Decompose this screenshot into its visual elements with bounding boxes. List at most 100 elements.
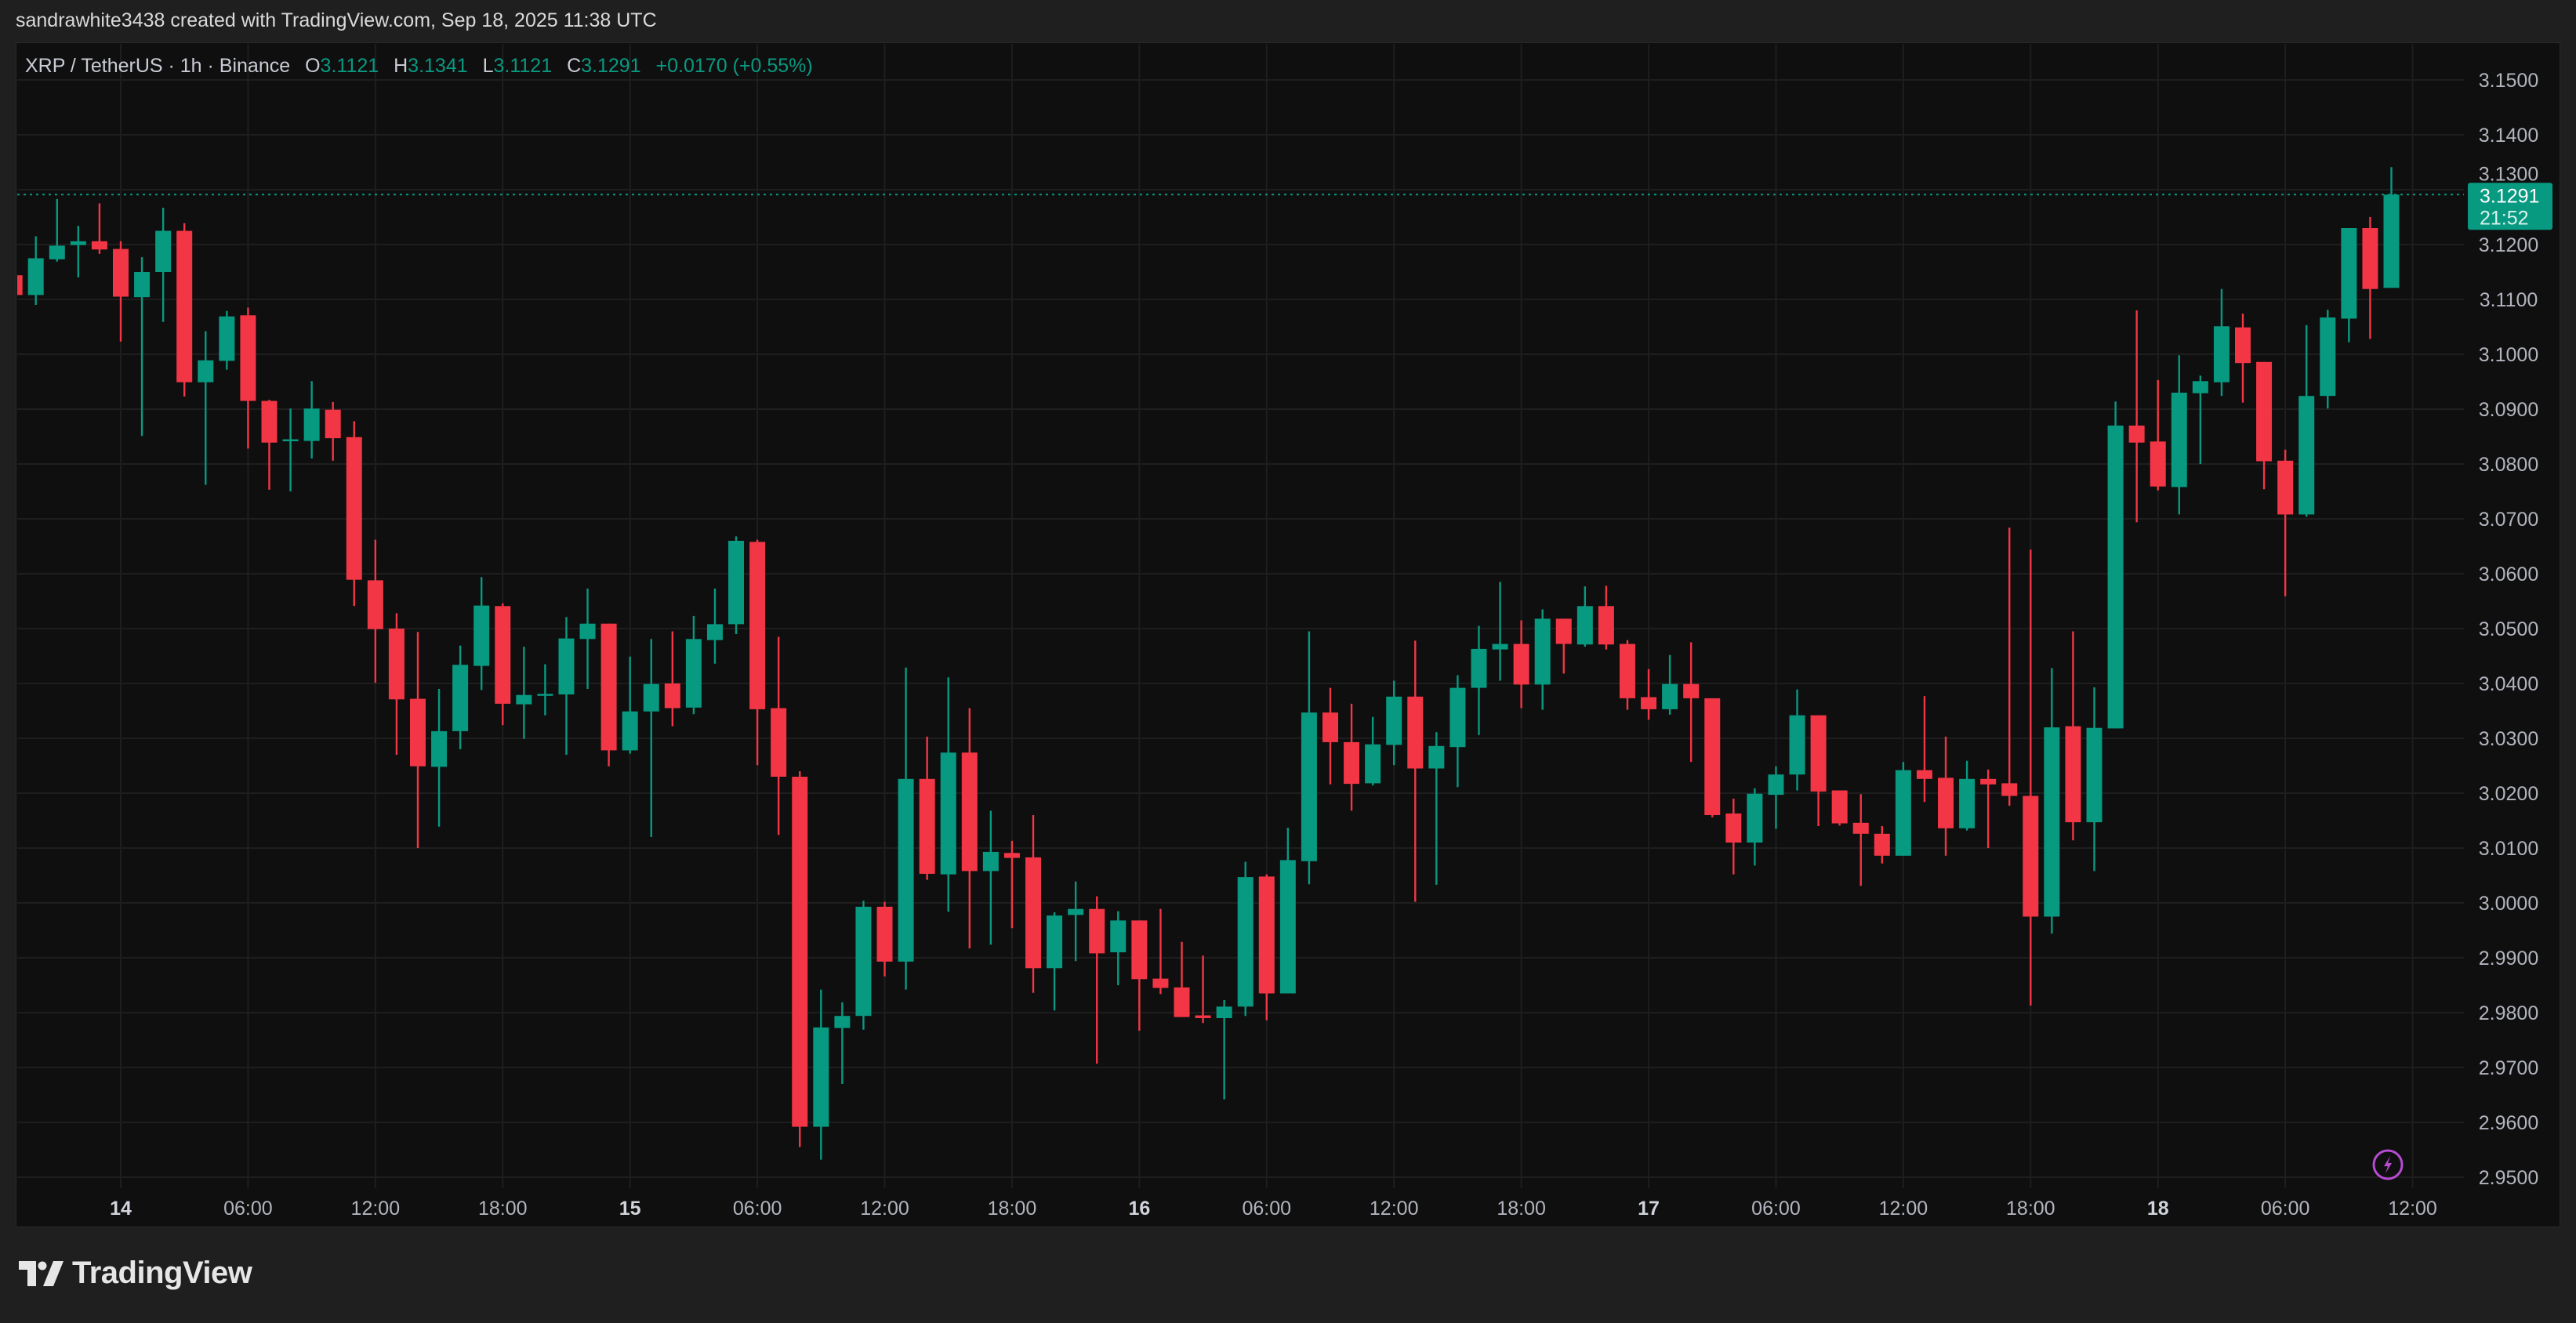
candle-body <box>2171 393 2187 488</box>
candle-body <box>1598 606 1614 645</box>
candle-body <box>2044 727 2060 917</box>
candle-up <box>282 408 299 491</box>
time-tick-label: 12:00 <box>1879 1198 1928 1220</box>
candle-body <box>198 360 214 382</box>
candle-body <box>1003 853 1020 858</box>
candle-body <box>1895 770 1911 856</box>
candle-body <box>1704 698 1721 815</box>
candle-up <box>1492 582 1508 681</box>
candle-down <box>1195 955 1211 1024</box>
time-axis[interactable]: 14 06:00 12:00 18:00 15 06:00 12:00 18:00 16 06:0… <box>110 1198 2437 1220</box>
candle-body <box>2235 327 2251 364</box>
candle-body <box>1237 877 1254 1007</box>
candle-body <box>1492 643 1508 650</box>
candle-body <box>2150 441 2166 487</box>
candle-down <box>2362 217 2378 339</box>
time-tick-label: 12:00 <box>860 1198 909 1220</box>
candle-down <box>2150 379 2166 491</box>
candle-down <box>749 539 766 766</box>
candle-down <box>1089 896 1105 1064</box>
candle-body <box>1279 860 1296 994</box>
candle-up <box>558 617 575 755</box>
candle-body <box>452 665 469 731</box>
candle-up <box>685 615 702 715</box>
candle-body <box>409 698 426 767</box>
candle-down <box>1810 715 1827 826</box>
candle-body <box>600 623 617 751</box>
candle-down <box>1258 874 1275 1020</box>
candle-up <box>2107 401 2124 729</box>
candle-body <box>1068 908 1084 915</box>
candle-body <box>516 694 532 705</box>
price-tick-label: 3.0400 <box>2479 673 2538 695</box>
candle-body <box>2362 228 2378 289</box>
candle-body <box>1174 987 1190 1017</box>
chart-panel[interactable] <box>16 42 2560 1227</box>
candle-up <box>1895 762 1911 856</box>
candle-down <box>664 631 680 727</box>
candle-down <box>495 603 511 726</box>
candle-up <box>1216 999 1232 1100</box>
close-value: 3.1291 <box>581 55 641 77</box>
candle-body <box>1047 915 1063 969</box>
candle-down <box>176 223 193 397</box>
candle-body <box>282 439 299 441</box>
candle-body <box>1471 648 1487 688</box>
candle-body <box>2341 228 2357 319</box>
candle-up <box>2213 288 2230 397</box>
candle-body <box>728 541 745 625</box>
time-tick-label: 18:00 <box>2006 1198 2055 1220</box>
candle-body <box>2320 317 2336 397</box>
candle-down <box>1513 620 1529 709</box>
candle-down <box>2001 527 2018 806</box>
price-tick-label: 2.9600 <box>2479 1112 2538 1134</box>
candle-down <box>240 307 256 449</box>
candle-body <box>367 580 383 629</box>
candle-body <box>1747 793 1763 843</box>
candle-body <box>771 708 787 777</box>
candle-body <box>982 851 999 872</box>
candle-down <box>1344 703 1360 811</box>
price-axis[interactable]: 3.1500 3.1400 3.1300 3.1200 3.1100 3.1000 3.09… <box>2479 70 2538 1189</box>
candle-body <box>388 629 405 700</box>
candle-body <box>1131 920 1148 980</box>
candle-up <box>70 226 86 277</box>
candle-up <box>1576 586 1593 647</box>
candle-down <box>91 203 107 254</box>
candle-body <box>1959 778 1976 828</box>
candle-down <box>1152 908 1169 995</box>
candle-down <box>367 539 383 683</box>
candle-body <box>1428 745 1445 769</box>
lightning-icon[interactable] <box>2372 1149 2404 1180</box>
time-tick-label: 12:00 <box>351 1198 401 1220</box>
change-value: +0.0170 (+0.55%) <box>655 55 813 77</box>
candle-down <box>1003 840 1020 929</box>
candle-body <box>813 1027 829 1127</box>
candle-down <box>771 636 787 835</box>
symbol-info[interactable]: XRP / TetherUS · 1h · Binance <box>25 55 291 77</box>
candle-up <box>1768 766 1784 829</box>
candle-body <box>898 778 914 962</box>
candle-body <box>1980 778 1997 785</box>
candle-body <box>1110 920 1127 952</box>
candle-body <box>1407 696 1424 769</box>
candle-up <box>1110 911 1127 985</box>
candle-body <box>240 315 256 401</box>
candle-up <box>1386 680 1402 766</box>
candle-up <box>537 664 553 716</box>
candle-body <box>1619 643 1635 698</box>
tradingview-logo[interactable]: TradingView <box>19 1256 252 1291</box>
candle-body <box>2023 796 2039 917</box>
candle-body <box>537 694 553 696</box>
candle-down <box>346 421 362 607</box>
time-tick-label: 18:00 <box>1497 1198 1546 1220</box>
price-tick-label: 3.1400 <box>2479 125 2538 147</box>
candle-body <box>876 906 893 962</box>
candle-up <box>198 331 214 485</box>
candle-body <box>1365 744 1381 784</box>
candle-down <box>1916 696 1932 803</box>
candle-down <box>1725 799 1742 875</box>
candle-up <box>898 667 914 990</box>
candle-body <box>1662 683 1678 709</box>
